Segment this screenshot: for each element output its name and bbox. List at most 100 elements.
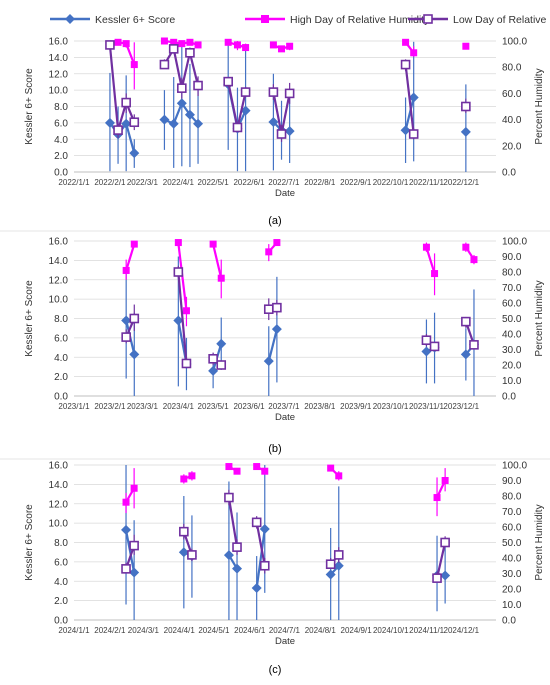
data-point — [225, 463, 233, 471]
data-point — [325, 569, 336, 580]
y2-tick-label: 60.0 — [502, 523, 522, 534]
legend-marker-square — [261, 15, 269, 23]
series-line — [124, 529, 136, 573]
data-point — [462, 42, 470, 50]
data-point — [168, 44, 179, 54]
y-tick-label: 10.0 — [49, 86, 69, 97]
y2-tick-label: 20.0 — [502, 141, 522, 152]
y2-tick-label: 80.0 — [502, 492, 522, 503]
data-point — [333, 550, 344, 560]
y-tick-label: 4.0 — [54, 353, 68, 364]
y2-tick-label: 70.0 — [502, 507, 522, 518]
x-tick-label: 2024/3/1 — [128, 626, 160, 635]
data-point — [104, 117, 115, 128]
x-tick-label: 2023/8/1 — [304, 402, 336, 411]
data-point — [122, 498, 130, 506]
data-point — [278, 45, 286, 53]
data-point — [429, 341, 440, 352]
y-tick-label: 6.0 — [54, 118, 68, 129]
data-point — [209, 240, 217, 248]
y-tick-label: 12.0 — [49, 69, 69, 80]
data-point — [180, 475, 188, 483]
y-tick-label: 0.0 — [54, 168, 68, 179]
data-point — [168, 118, 179, 129]
data-point — [470, 256, 478, 264]
y2-tick-label: 70.0 — [502, 283, 522, 294]
y2-tick-label: 40.0 — [502, 115, 522, 126]
x-tick-label: 2023/3/1 — [127, 402, 159, 411]
y-tick-label: 4.0 — [54, 577, 68, 588]
data-point — [232, 122, 243, 133]
data-point — [216, 338, 227, 349]
y2-tick-label: 40.0 — [502, 554, 522, 565]
data-point — [402, 38, 410, 46]
data-point — [431, 270, 439, 278]
legend-marker-diamond — [65, 14, 75, 24]
chart-panel: 0.0 2.0 4.0 6.0 8.0 10.0 12.0 14.0 16.0 0.0 20.0 40… — [24, 37, 545, 228]
data-point — [173, 267, 184, 277]
data-point — [440, 537, 450, 548]
data-point — [408, 92, 419, 103]
data-point — [181, 358, 192, 369]
y2-axis-title: Percent Humidity — [534, 504, 545, 580]
data-point — [286, 42, 294, 50]
data-point — [276, 129, 287, 139]
data-point — [208, 353, 218, 364]
x-tick-label: 2024/4/1 — [164, 626, 196, 635]
series — [114, 37, 470, 90]
y2-tick-label: 50.0 — [502, 314, 522, 325]
x-axis-title: Date — [275, 636, 295, 647]
data-point — [460, 349, 471, 360]
y-tick-label: 4.0 — [54, 135, 68, 146]
data-point — [174, 239, 182, 247]
legend-item: Low Day of Relative Humidity — [408, 14, 550, 26]
x-tick-label: 2023/6/1 — [233, 402, 265, 411]
data-point — [121, 315, 132, 326]
data-point — [268, 117, 279, 128]
series-line — [425, 246, 436, 274]
x-axis-title: Date — [275, 412, 295, 423]
data-point — [271, 324, 282, 335]
data-point — [159, 114, 170, 125]
y2-tick-label: 0.0 — [502, 168, 516, 179]
y-tick-label: 16.0 — [49, 461, 69, 472]
data-point — [410, 49, 418, 57]
x-tick-label: 2024/8/1 — [305, 626, 337, 635]
y-tick-label: 6.0 — [54, 333, 68, 344]
y-tick-label: 14.0 — [49, 53, 69, 64]
y2-tick-label: 20.0 — [502, 585, 522, 596]
data-point — [224, 492, 234, 503]
data-point — [178, 547, 189, 558]
y2-tick-label: 60.0 — [502, 299, 522, 310]
y-tick-label: 8.0 — [54, 538, 68, 549]
data-point — [233, 467, 241, 475]
x-tick-label: 2024/7/1 — [269, 626, 301, 635]
series-line — [177, 271, 188, 364]
x-tick-label: 2023/10/1 — [373, 402, 409, 411]
data-point — [184, 109, 195, 120]
data-point — [251, 583, 262, 594]
data-point — [105, 40, 115, 50]
x-tick-label: 2024/12/1 — [444, 626, 480, 635]
series-line — [227, 497, 239, 548]
x-tick-label: 2024/5/1 — [198, 626, 230, 635]
x-tick-label: 2022/1/1 — [58, 178, 90, 187]
data-point — [327, 464, 335, 472]
data-point — [160, 37, 168, 45]
y-tick-label: 2.0 — [54, 151, 68, 162]
data-point — [159, 59, 170, 70]
x-tick-label: 2022/6/1 — [233, 178, 265, 187]
data-point — [440, 570, 451, 581]
data-point — [432, 573, 442, 583]
data-point — [223, 550, 234, 561]
y2-tick-label: 10.0 — [502, 376, 522, 387]
series — [121, 489, 450, 583]
data-point — [400, 125, 411, 136]
y-axis-title: Kessler 6+ Score — [24, 504, 35, 581]
x-tick-label: 2023/11/1 — [409, 402, 445, 411]
data-point — [335, 472, 343, 480]
series-line — [267, 328, 278, 362]
data-point — [268, 87, 279, 97]
x-tick-label: 2024/6/1 — [234, 626, 266, 635]
x-tick-label: 2022/4/1 — [163, 178, 195, 187]
